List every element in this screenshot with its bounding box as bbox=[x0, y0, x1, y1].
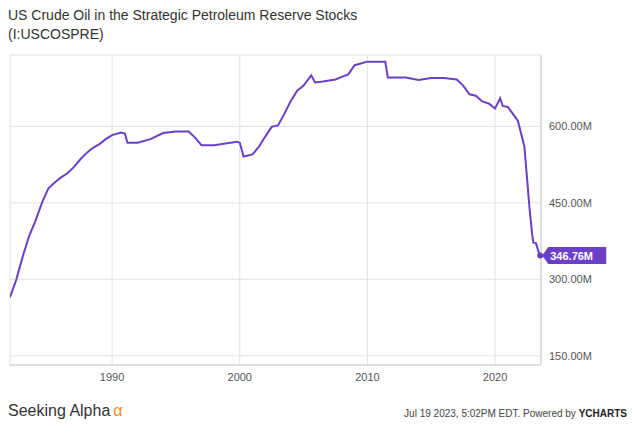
html-text:Jul 19 2023, 5:02PM EDT. Power: Jul 19 2023, 5:02PM EDT. Powered by YCHA… bbox=[404, 408, 627, 419]
html-text:(I:USCOSPRE): (I:USCOSPRE) bbox=[8, 26, 104, 42]
svg-text:150.00M: 150.00M bbox=[549, 350, 592, 362]
svg-text:600.00M: 600.00M bbox=[549, 120, 592, 132]
svg-text:1990: 1990 bbox=[100, 371, 124, 383]
svg-text:2020: 2020 bbox=[483, 371, 507, 383]
svg-text:346.76M: 346.76M bbox=[550, 250, 593, 262]
html-text:US Crude Oil in the Strategic: US Crude Oil in the Strategic Petroleum … bbox=[8, 7, 358, 23]
svg-text:2010: 2010 bbox=[355, 371, 379, 383]
svg-text:2000: 2000 bbox=[228, 371, 252, 383]
html-text:Seeking Alpha α: Seeking Alpha α bbox=[8, 402, 123, 419]
svg-text:300.00M: 300.00M bbox=[549, 273, 592, 285]
svg-text:450.00M: 450.00M bbox=[549, 197, 592, 209]
